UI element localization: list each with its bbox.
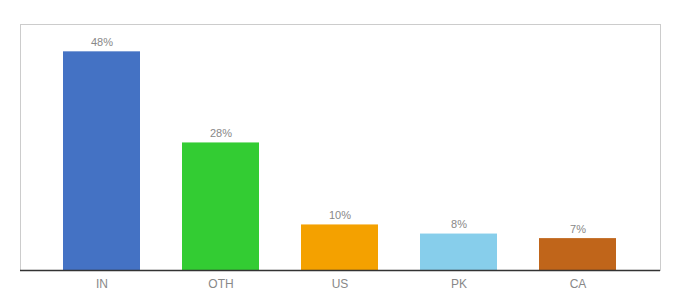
svg-text:8%: 8% (451, 218, 467, 230)
svg-text:10%: 10% (329, 209, 351, 221)
svg-text:48%: 48% (91, 36, 113, 48)
svg-text:IN: IN (96, 277, 108, 291)
svg-text:PK: PK (451, 277, 467, 291)
svg-text:7%: 7% (570, 223, 586, 235)
svg-text:OTH: OTH (208, 277, 233, 291)
svg-text:28%: 28% (210, 127, 232, 139)
svg-text:CA: CA (570, 277, 587, 291)
svg-text:US: US (332, 277, 349, 291)
